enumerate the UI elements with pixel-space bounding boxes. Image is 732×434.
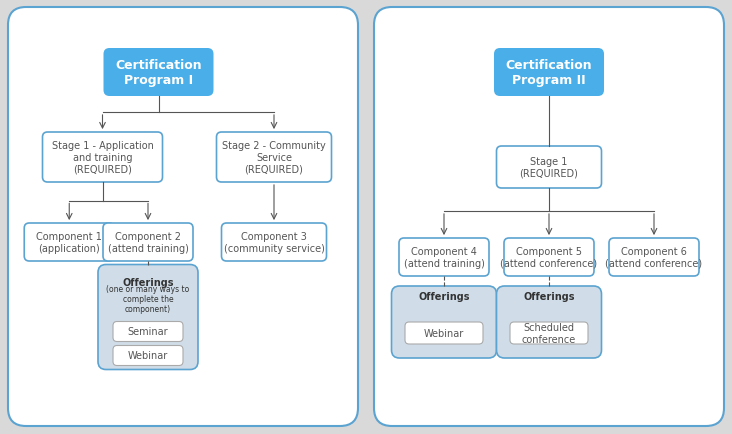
Text: Certification
Program I: Certification Program I	[115, 59, 202, 87]
Text: Offerings: Offerings	[523, 291, 575, 301]
FancyBboxPatch shape	[113, 322, 183, 342]
Text: Component 4
(attend training): Component 4 (attend training)	[403, 247, 485, 268]
FancyBboxPatch shape	[392, 286, 496, 358]
Text: Stage 1 - Application
and training
(REQUIRED): Stage 1 - Application and training (REQU…	[51, 141, 154, 174]
FancyBboxPatch shape	[42, 133, 163, 183]
FancyBboxPatch shape	[494, 49, 604, 97]
Text: Scheduled
conference: Scheduled conference	[522, 322, 576, 344]
FancyBboxPatch shape	[496, 147, 602, 188]
Text: Webinar: Webinar	[424, 328, 464, 338]
FancyBboxPatch shape	[609, 238, 699, 276]
FancyBboxPatch shape	[8, 8, 358, 426]
FancyBboxPatch shape	[24, 224, 114, 261]
Text: Component 3
(community service): Component 3 (community service)	[223, 232, 324, 253]
FancyBboxPatch shape	[510, 322, 588, 344]
FancyBboxPatch shape	[217, 133, 332, 183]
Text: Component 1
(application): Component 1 (application)	[37, 232, 102, 253]
FancyBboxPatch shape	[113, 346, 183, 366]
FancyBboxPatch shape	[103, 224, 193, 261]
Text: Webinar: Webinar	[128, 351, 168, 361]
Text: Offerings: Offerings	[122, 278, 173, 288]
FancyBboxPatch shape	[504, 238, 594, 276]
Text: Component 6
(attend conference): Component 6 (attend conference)	[605, 247, 703, 268]
Text: (one or many ways to
complete the
component): (one or many ways to complete the compon…	[106, 284, 190, 314]
Text: Seminar: Seminar	[127, 327, 168, 337]
FancyBboxPatch shape	[222, 224, 326, 261]
Text: Offerings: Offerings	[418, 291, 470, 301]
FancyBboxPatch shape	[496, 286, 602, 358]
Text: Certification
Program II: Certification Program II	[506, 59, 592, 87]
Text: Stage 2 - Community
Service
(REQUIRED): Stage 2 - Community Service (REQUIRED)	[222, 141, 326, 174]
Text: Stage 1
(REQUIRED): Stage 1 (REQUIRED)	[520, 157, 578, 178]
FancyBboxPatch shape	[405, 322, 483, 344]
FancyBboxPatch shape	[98, 265, 198, 370]
FancyBboxPatch shape	[103, 49, 214, 97]
FancyBboxPatch shape	[374, 8, 724, 426]
Text: Component 5
(attend conference): Component 5 (attend conference)	[501, 247, 597, 268]
FancyBboxPatch shape	[399, 238, 489, 276]
Text: Component 2
(attend training): Component 2 (attend training)	[108, 232, 188, 253]
